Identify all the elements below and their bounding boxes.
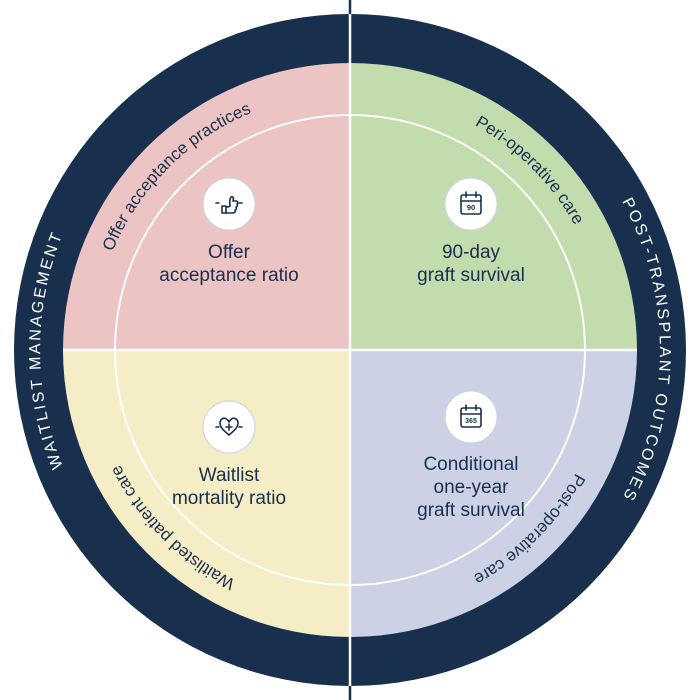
icon-bg-offer (203, 178, 255, 230)
metric-label-offer-1: Offer (208, 242, 251, 263)
svg-text:90: 90 (467, 203, 475, 212)
diagram-container: WAITLIST MANAGEMENT POST-TRANSPLANT OUTC… (0, 0, 700, 700)
metric-label-oneyear-1: Conditional (423, 454, 518, 475)
metric-label-90day-1: 90-day (442, 242, 501, 263)
circle-diagram: WAITLIST MANAGEMENT POST-TRANSPLANT OUTC… (0, 0, 700, 700)
svg-text:365: 365 (465, 418, 477, 425)
metric-label-waitlist-2: mortality ratio (172, 488, 286, 509)
metric-label-90day-2: graft survival (417, 265, 525, 286)
metric-label-oneyear-2: one-year (434, 477, 510, 498)
metric-label-offer-2: acceptance ratio (159, 265, 298, 286)
metric-label-oneyear-3: graft survival (417, 500, 525, 521)
icon-bg-oneyear (445, 391, 497, 443)
metric-label-waitlist-1: Waitlist (199, 465, 260, 486)
